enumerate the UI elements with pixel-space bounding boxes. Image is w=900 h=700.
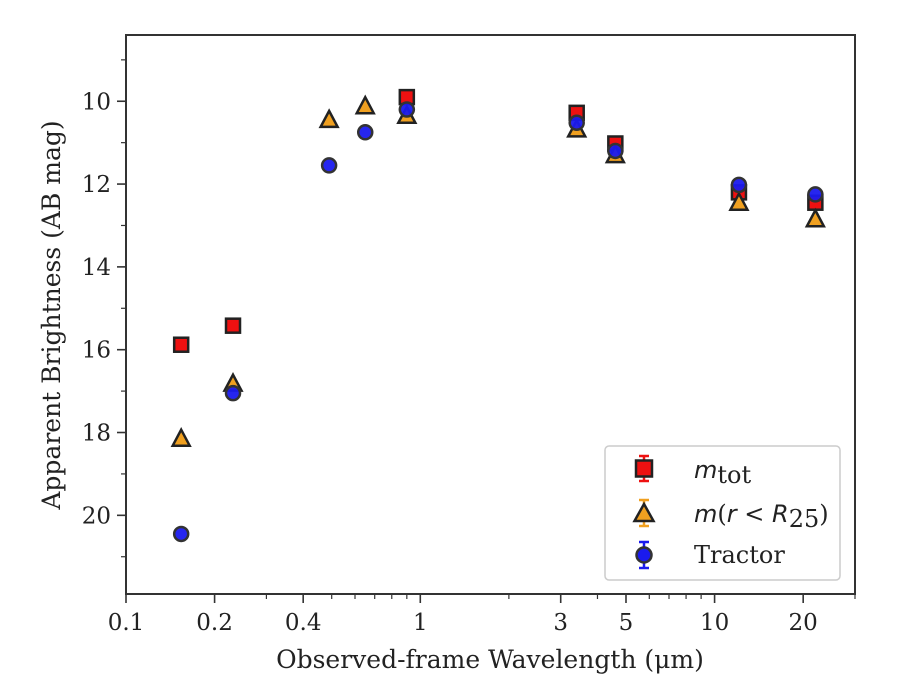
x-tick-label: 3 bbox=[553, 610, 568, 636]
data-point-mtot bbox=[172, 336, 190, 353]
data-point-tractor bbox=[356, 124, 374, 141]
legend-marker-triangle bbox=[632, 498, 656, 528]
ticks-layer: 0.1 0.2 0.4 1 3 5 10 20 10 12 14 16 18 20 bbox=[82, 59, 856, 636]
x-tick-label: 10 bbox=[700, 610, 729, 636]
legend-label-mtot: mtot bbox=[694, 456, 751, 489]
x-tick-label: 0.4 bbox=[285, 610, 322, 636]
legend-entry-mtot: mtot bbox=[634, 454, 751, 489]
legend-marker-circle bbox=[635, 540, 653, 570]
data-point-tractor bbox=[224, 384, 242, 402]
y-tick-label: 12 bbox=[82, 172, 111, 198]
data-point-tractor bbox=[568, 114, 585, 132]
x-tick-label: 5 bbox=[619, 610, 634, 636]
data-point-tractor bbox=[730, 176, 748, 194]
y-tick-label: 16 bbox=[82, 338, 111, 364]
legend-box bbox=[604, 445, 841, 581]
data-point-mr25 bbox=[804, 207, 826, 228]
data-point-tractor bbox=[398, 101, 416, 118]
data-point-tractor bbox=[607, 142, 624, 160]
data-point-mtot bbox=[224, 317, 242, 334]
legend-entry-tractor: Tractor bbox=[635, 540, 785, 570]
data-point-mr25 bbox=[728, 191, 750, 211]
legend-marker-square bbox=[634, 454, 654, 483]
x-tick-label: 20 bbox=[789, 610, 818, 636]
data-point-tractor bbox=[807, 186, 824, 203]
data-point-tractor bbox=[172, 525, 190, 543]
x-tick-label: 0.2 bbox=[196, 610, 233, 636]
y-tick-label: 20 bbox=[82, 503, 111, 529]
x-tick-label: 1 bbox=[413, 610, 428, 636]
legend-label-mr25: m(r < R25) bbox=[694, 500, 829, 533]
legend: mtot m(r < R25) Tractor bbox=[604, 445, 841, 581]
data-point-tractor bbox=[320, 157, 338, 174]
y-tick-label: 14 bbox=[82, 255, 111, 281]
legend-entry-mr25: m(r < R25) bbox=[632, 498, 829, 533]
marks-layer bbox=[170, 88, 826, 543]
y-tick-label: 18 bbox=[82, 421, 111, 447]
x-axis-label: Observed-frame Wavelength (μm) bbox=[276, 645, 704, 674]
data-point-mr25 bbox=[318, 108, 340, 129]
plot-frame bbox=[125, 34, 856, 595]
legend-label-tractor: Tractor bbox=[694, 541, 785, 569]
y-tick-label: 10 bbox=[82, 89, 111, 115]
data-point-mr25 bbox=[170, 427, 192, 447]
x-tick-label: 0.1 bbox=[108, 610, 145, 636]
data-point-mr25 bbox=[354, 94, 376, 115]
y-axis-label: Apparent Brightness (AB mag) bbox=[37, 120, 66, 510]
